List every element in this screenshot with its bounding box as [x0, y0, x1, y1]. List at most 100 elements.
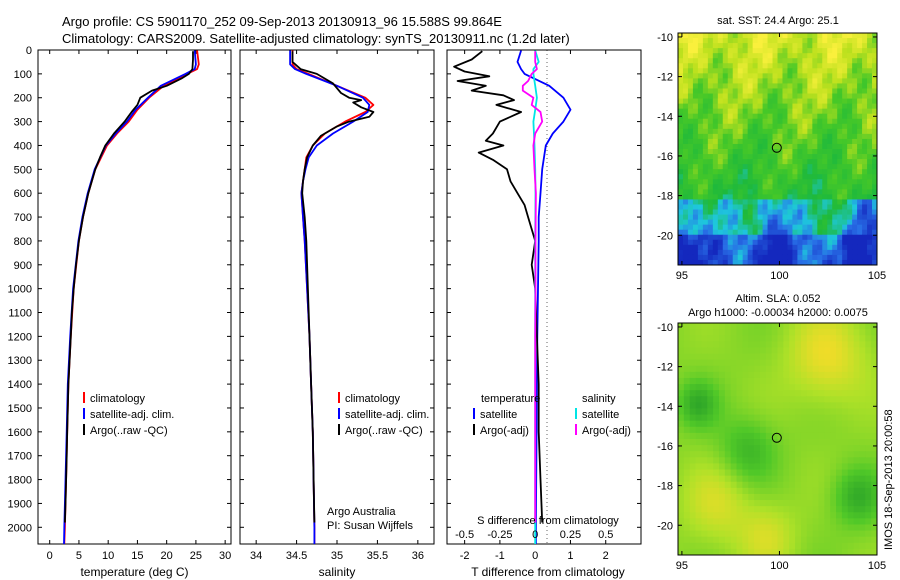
heatmap-cell	[800, 439, 808, 446]
s-tick-label: 0.5	[598, 529, 613, 541]
heatmap-cell	[789, 432, 796, 440]
heatmap-cell	[787, 78, 793, 84]
heatmap-cell	[824, 445, 831, 452]
heatmap-cell	[792, 174, 798, 180]
heatmap-cell	[857, 103, 863, 110]
heatmap-cell	[736, 487, 743, 495]
heatmap-cell	[867, 68, 873, 74]
heatmap-cell	[824, 365, 831, 373]
heatmap-cell	[752, 48, 759, 54]
heatmap-cell	[862, 249, 868, 256]
heatmap-cell	[718, 414, 726, 422]
heatmap-cell	[830, 457, 837, 464]
heatmap-cell	[732, 53, 739, 59]
heatmap-cell	[707, 199, 714, 205]
heatmap-cell	[692, 88, 699, 94]
heatmap-cell	[762, 249, 768, 256]
heatmap-cell	[702, 209, 709, 215]
heatmap-cell	[782, 53, 788, 59]
heatmap-cell	[736, 323, 743, 330]
heatmap-cell	[689, 408, 696, 415]
heatmap-cell	[724, 457, 732, 464]
heatmap-cell	[695, 420, 702, 428]
heatmap-cell	[824, 463, 831, 470]
heatmap-cell	[767, 93, 773, 99]
heatmap-cell	[783, 396, 790, 403]
heatmap-cell	[692, 133, 699, 140]
heatmap-cell	[713, 323, 720, 330]
heatmap-cell	[757, 143, 763, 150]
heatmap-cell	[832, 169, 838, 175]
heatmap-cell	[732, 259, 739, 266]
heatmap-cell	[842, 184, 848, 190]
heatmap-cell	[817, 48, 823, 54]
heatmap-cell	[847, 341, 854, 348]
heatmap-cell	[807, 93, 813, 99]
heatmap-cell	[862, 194, 868, 200]
heatmap-cell	[872, 199, 878, 205]
heatmap-cell	[689, 402, 696, 409]
heatmap-cell	[757, 63, 763, 69]
heatmap-cell	[812, 353, 819, 361]
heatmap-cell	[806, 475, 814, 483]
heatmap-cell	[712, 159, 719, 165]
heatmap-cell	[812, 108, 818, 115]
heatmap-cell	[859, 506, 866, 513]
heatmap-cell	[682, 229, 689, 236]
heatmap-cell	[841, 542, 849, 550]
heatmap-cell	[802, 159, 808, 165]
heatmap-cell	[800, 548, 808, 556]
heatmap-cell	[852, 128, 858, 135]
heatmap-cell	[842, 113, 848, 120]
heatmap-cell	[792, 78, 798, 84]
heatmap-cell	[777, 457, 784, 464]
heatmap-cell	[718, 432, 726, 440]
heatmap-cell	[697, 189, 704, 195]
heatmap-cell	[695, 323, 702, 330]
heatmap-cell	[783, 371, 790, 379]
heatmap-cell	[865, 506, 872, 513]
heatmap-cell	[759, 353, 767, 361]
heatmap-cell	[747, 149, 754, 155]
heatmap-cell	[718, 329, 726, 336]
heatmap-cell	[707, 98, 714, 105]
heatmap-cell	[812, 113, 818, 120]
heatmap-cell	[822, 224, 828, 231]
heatmap-cell	[747, 78, 754, 84]
heatmap-cell	[824, 536, 831, 544]
heatmap-cell	[742, 439, 749, 446]
heatmap-cell	[747, 184, 754, 190]
heatmap-cell	[867, 48, 873, 54]
heatmap-cell	[747, 239, 754, 246]
heatmap-cell	[692, 143, 699, 150]
heatmap-cell	[722, 123, 729, 130]
heatmap-cell	[697, 128, 704, 135]
heatmap-cell	[847, 353, 854, 361]
heatmap-cell	[862, 209, 868, 215]
temperature-plot-frame	[37, 49, 232, 545]
heatmap-cell	[748, 396, 755, 403]
heatmap-cell	[765, 536, 773, 544]
heatmap-cell	[702, 113, 709, 120]
heatmap-cell	[748, 500, 755, 507]
heatmap-cell	[789, 341, 796, 348]
heatmap-cell	[724, 329, 732, 336]
heatmap-cell	[730, 506, 737, 513]
heatmap-cell	[702, 63, 709, 69]
heatmap-cell	[707, 128, 714, 135]
heatmap-cell	[747, 194, 754, 200]
heatmap-cell	[777, 451, 784, 458]
heatmap-cell	[707, 402, 714, 409]
heatmap-cell	[730, 371, 737, 379]
heatmap-cell	[724, 353, 732, 361]
heatmap-cell	[842, 194, 848, 200]
heatmap-cell	[832, 164, 838, 170]
heatmap-cell	[792, 239, 798, 246]
heatmap-cell	[830, 359, 837, 367]
heatmap-cell	[742, 33, 749, 39]
heatmap-cell	[747, 229, 754, 236]
heatmap-cell	[754, 359, 761, 367]
heatmap-cell	[752, 58, 759, 64]
